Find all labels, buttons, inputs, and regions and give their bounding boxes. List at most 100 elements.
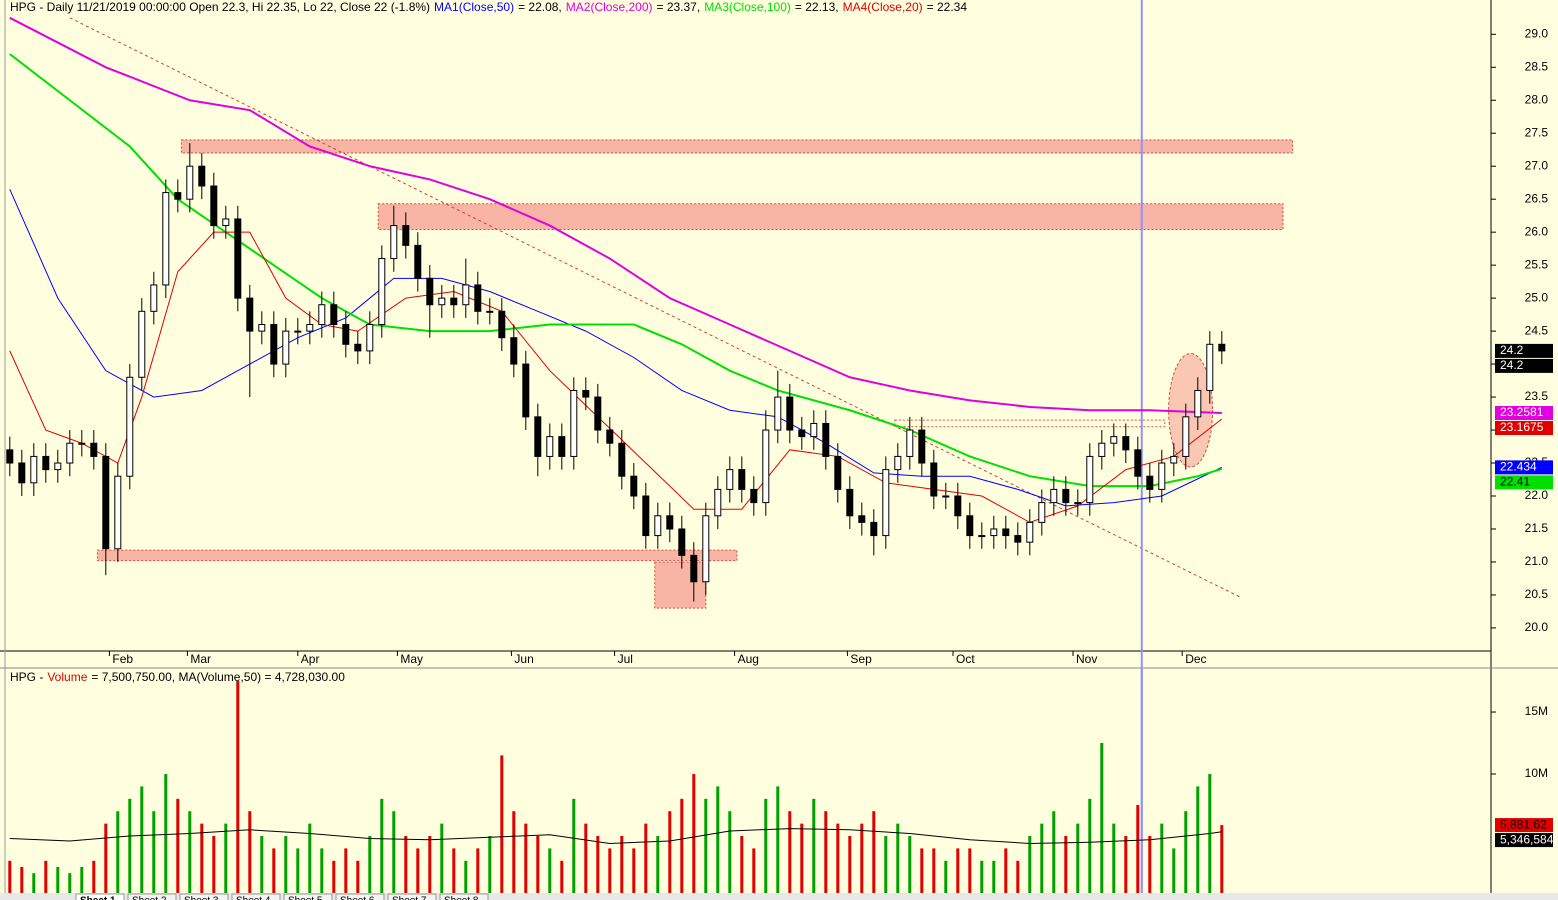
volume-bar: [956, 848, 960, 898]
volume-bar: [860, 823, 864, 898]
sheet-tab[interactable]: [335, 893, 385, 900]
y-tick-label: 15M: [1525, 704, 1548, 718]
value-box: [1495, 358, 1553, 373]
volume-bar: [248, 811, 252, 898]
value-label: 24.2: [1500, 343, 1524, 357]
legend-value: = 23.37,: [656, 0, 700, 14]
legend-name: MA4(Close,20): [843, 0, 923, 14]
candle-body: [282, 330, 290, 365]
value-box: [1495, 343, 1553, 358]
value-label: 23.1675: [1500, 420, 1544, 434]
volume-bar: [236, 681, 240, 898]
candle-body: [846, 488, 854, 517]
candle-body: [6, 449, 14, 464]
candle-body: [930, 462, 938, 497]
volume-bar: [188, 811, 192, 898]
sheet-tab-label: Sheet 7: [392, 896, 427, 900]
candle-body: [1134, 449, 1142, 477]
candle-body: [390, 225, 398, 260]
sheet-tab[interactable]: [231, 893, 281, 900]
volume-bar: [596, 836, 600, 898]
candle-body: [1122, 436, 1130, 451]
candle-body: [990, 528, 998, 537]
volume-bar: [620, 836, 624, 898]
header-title: HPG - Daily 11/21/2019 00:00:00 Open 22.…: [10, 0, 430, 14]
volume-bar: [452, 848, 456, 898]
volume-bar: [704, 798, 708, 898]
candle-body: [78, 442, 86, 445]
y-tick-label: 24.5: [1525, 323, 1549, 337]
price-zone: [654, 561, 707, 609]
candle-body: [450, 297, 458, 306]
candle-body: [954, 495, 962, 517]
candle-body: [894, 455, 902, 471]
y-tick-label: 20.5: [1525, 587, 1549, 601]
volume-bar: [500, 755, 504, 898]
value-label: 5,346,584: [1500, 832, 1554, 846]
volume-bar: [1196, 786, 1200, 898]
candle-body: [162, 192, 170, 286]
volume-bar: [140, 786, 144, 898]
volume-bar: [896, 823, 900, 898]
candle-body: [1194, 389, 1202, 418]
legend-name: MA3(Close,100): [704, 0, 791, 14]
candle-body: [126, 376, 134, 477]
x-tick-label: Jun: [514, 652, 533, 666]
candle-body: [666, 515, 674, 530]
candle-body: [642, 495, 650, 537]
volume-bar: [68, 873, 72, 898]
candle-body: [174, 192, 182, 200]
volume-bar: [992, 860, 996, 898]
sheet-tab[interactable]: [283, 893, 333, 900]
volume-bar: [416, 848, 420, 898]
header-part: = 7,500,750.00, MA(Volume,50) = 4,728,03…: [91, 670, 345, 684]
candle-body: [54, 462, 62, 471]
candle-body: [1170, 455, 1178, 464]
tab-strip: [0, 893, 1558, 900]
candle-body: [570, 389, 578, 457]
volume-bar: [296, 848, 300, 898]
volume-bar: [752, 848, 756, 898]
candle-body: [1014, 535, 1022, 543]
sheet-tab[interactable]: [75, 893, 125, 900]
volume-bar: [824, 811, 828, 898]
volume-bar: [932, 848, 936, 898]
price-zone: [96, 549, 738, 562]
sheet-tab[interactable]: [127, 893, 177, 900]
candle-body: [1062, 488, 1070, 504]
sheet-tab[interactable]: [439, 893, 489, 900]
volume-bar: [1016, 860, 1020, 898]
volume-ma: [9, 828, 1222, 844]
sheet-tab[interactable]: [387, 893, 437, 900]
candle-body: [246, 297, 254, 332]
volume-bar: [1100, 743, 1104, 898]
candle-body: [630, 475, 638, 497]
volume-bar: [740, 836, 744, 898]
candle-body: [786, 396, 794, 431]
volume-bar: [1208, 774, 1212, 898]
candle-body: [858, 515, 866, 523]
volume-bar: [512, 811, 516, 898]
candle-body: [474, 284, 482, 312]
volume-bar: [1040, 823, 1044, 898]
x-tick-label: Oct: [956, 652, 975, 666]
candle-body: [750, 488, 758, 504]
sheet-tab[interactable]: [179, 893, 229, 900]
volume-bar: [284, 836, 288, 898]
candle-body: [582, 389, 590, 398]
candle-body: [522, 363, 530, 418]
value-box: [1495, 460, 1553, 475]
x-tick-label: Dec: [1185, 652, 1206, 666]
candle-body: [558, 436, 566, 457]
moving-average: [9, 231, 1223, 523]
value-label: 22.434: [1500, 460, 1537, 474]
candle-body: [234, 218, 242, 299]
value-box: [1495, 818, 1553, 833]
candle-body: [258, 324, 266, 332]
trendline: [69, 17, 1241, 598]
value-label: 23.2581: [1500, 405, 1544, 419]
volume-bar: [728, 811, 732, 898]
volume-bar: [80, 867, 84, 898]
